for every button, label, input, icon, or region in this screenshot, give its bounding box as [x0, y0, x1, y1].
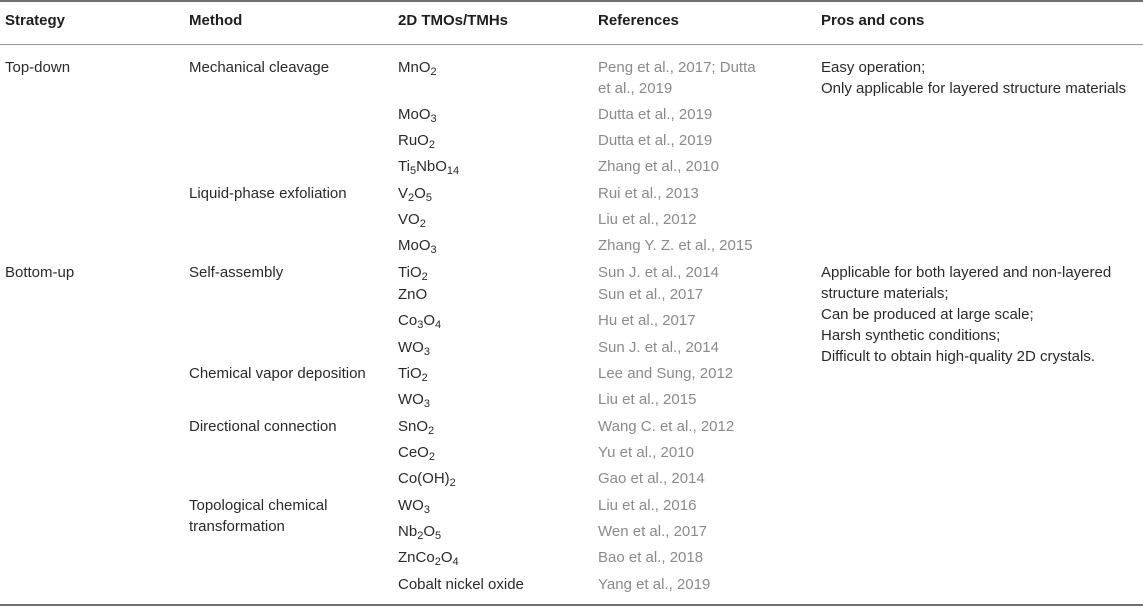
reference-cell: Sun et al., 2017	[598, 286, 704, 303]
reference-cell: Zhang et al., 2010	[598, 158, 719, 175]
material-cell: CeO2	[398, 444, 435, 463]
material-cell: Ti5NbO14	[398, 158, 460, 177]
material-cell: WO3	[398, 391, 430, 410]
reference-cell: Wang C. et al., 2012	[598, 418, 735, 435]
material-cell: MoO3	[398, 237, 437, 256]
reference-cell: Bao et al., 2018	[598, 549, 704, 566]
reference-cell: Yu et al., 2010	[598, 444, 694, 461]
method-cell: Liquid-phase exfoliation	[189, 185, 347, 202]
header-strategy: Strategy	[5, 12, 66, 29]
strategy-cell: Bottom-up	[5, 264, 75, 281]
material-cell: VO2	[398, 211, 426, 230]
method-cell: Directional connection	[189, 418, 337, 435]
material-cell: TiO2	[398, 365, 428, 384]
pros-cons-cell: Applicable for both layered and non-laye…	[821, 264, 1112, 365]
table-top-rule	[0, 0, 1143, 2]
reference-cell: Liu et al., 2015	[598, 391, 697, 408]
reference-cell: Sun J. et al., 2014	[598, 264, 719, 281]
header-references: References	[598, 12, 679, 29]
reference-cell: Liu et al., 2012	[598, 211, 697, 228]
material-cell: MoO3	[398, 106, 437, 125]
material-cell: Cobalt nickel oxide	[398, 576, 524, 593]
reference-cell: Zhang Y. Z. et al., 2015	[598, 237, 753, 254]
reference-cell: Liu et al., 2016	[598, 497, 697, 514]
header-method: Method	[189, 12, 243, 29]
material-cell: RuO2	[398, 132, 435, 151]
pros-cons-cell: Easy operation; Only applicable for layer…	[821, 59, 1127, 97]
method-cell: Mechanical cleavage	[189, 59, 330, 76]
reference-cell: Sun J. et al., 2014	[598, 339, 719, 356]
method-cell: Self-assembly	[189, 264, 284, 281]
material-cell: ZnCo2O4	[398, 549, 459, 568]
reference-cell: Hu et al., 2017	[598, 312, 696, 329]
reference-cell: Lee and Sung, 2012	[598, 365, 734, 382]
reference-cell: Peng et al., 2017; Dutta et al., 2019	[598, 59, 756, 97]
reference-cell: Rui et al., 2013	[598, 185, 699, 202]
header-rule	[0, 44, 1143, 45]
material-cell: WO3	[398, 497, 430, 516]
material-cell: Co3O4	[398, 312, 442, 331]
material-cell: V2O5	[398, 185, 432, 204]
reference-cell: Gao et al., 2014	[598, 470, 705, 487]
reference-cell: Dutta et al., 2019	[598, 132, 713, 149]
material-cell: SnO2	[398, 418, 435, 437]
reference-cell: Wen et al., 2017	[598, 523, 707, 540]
material-cell: MnO2	[398, 59, 437, 78]
method-cell: Chemical vapor deposition	[189, 365, 366, 382]
material-cell: Co(OH)2	[398, 470, 456, 489]
reference-cell: Yang et al., 2019	[598, 576, 711, 593]
strategy-cell: Top-down	[5, 59, 71, 76]
material-cell: TiO2	[398, 264, 428, 283]
material-cell: WO3	[398, 339, 430, 358]
material-cell: Nb2O5	[398, 523, 442, 542]
table-bottom-rule	[0, 604, 1143, 606]
method-cell: Topological chemical transformation	[189, 497, 328, 535]
reference-cell: Dutta et al., 2019	[598, 106, 713, 123]
header-materials: 2D TMOs/TMHs	[398, 12, 509, 29]
header-pros-cons: Pros and cons	[821, 12, 925, 29]
material-cell: ZnO	[398, 286, 428, 303]
